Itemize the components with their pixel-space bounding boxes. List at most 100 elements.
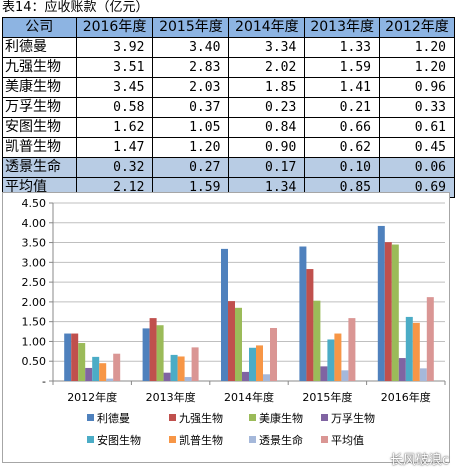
value-cell: 0.61 xyxy=(378,117,455,138)
company-name-cell: 透景生命 xyxy=(2,157,77,178)
bar xyxy=(242,371,249,381)
y-tick-label: 2.00 xyxy=(22,296,47,309)
column-header: 2015年度 xyxy=(152,17,230,38)
value-cell: 0.37 xyxy=(152,97,230,118)
value-cell: 0.45 xyxy=(378,137,455,158)
bar xyxy=(334,333,342,381)
value-cell: 0.10 xyxy=(304,157,380,178)
column-header: 公司 xyxy=(2,17,77,38)
value-cell: 0.33 xyxy=(378,97,455,118)
value-cell: 1.47 xyxy=(75,137,154,158)
bar xyxy=(177,356,185,381)
bar xyxy=(170,354,178,381)
value-cell: 0.32 xyxy=(75,157,154,178)
legend-swatch xyxy=(321,414,328,421)
column-header: 2013年度 xyxy=(304,17,380,38)
bar xyxy=(419,368,427,381)
bar xyxy=(313,300,321,381)
bar xyxy=(149,318,157,381)
bar xyxy=(78,343,86,381)
bar xyxy=(299,246,307,381)
value-cell: 0.27 xyxy=(152,157,230,178)
y-tick-label: 4.00 xyxy=(22,217,47,230)
legend-swatch xyxy=(87,414,94,421)
bar xyxy=(320,366,328,381)
table-row: 美康生物 3.45 2.03 1.85 1.41 0.96 xyxy=(2,77,455,98)
legend-label: 凯普生物 xyxy=(179,433,223,447)
value-cell: 3.34 xyxy=(228,37,306,58)
value-cell: 3.45 xyxy=(75,77,154,98)
bar xyxy=(221,248,228,381)
bar xyxy=(398,358,406,381)
legend-label: 美康生物 xyxy=(259,411,303,425)
value-cell: 0.84 xyxy=(228,117,306,138)
chart-canvas: - 0.50 1.00 1.50 2.00 2.50 3.00 3.50 4.00 4.50 201… xyxy=(22,197,446,447)
legend-label: 利德曼 xyxy=(97,411,130,425)
table-caption: 表14：应收账款（亿元） xyxy=(2,0,149,15)
value-cell: 0.17 xyxy=(228,157,306,178)
bar xyxy=(228,301,235,381)
table-row: 利德曼 3.92 3.40 3.34 1.33 1.20 xyxy=(2,37,455,58)
y-tick-label: - xyxy=(42,375,46,388)
legend-label: 平均值 xyxy=(331,434,364,447)
bar xyxy=(64,333,72,381)
table-row: 凯普生物 1.47 1.20 0.90 0.62 0.45 xyxy=(2,137,455,158)
company-name-cell: 美康生物 xyxy=(2,77,77,98)
y-tick-label: 1.00 xyxy=(22,335,47,348)
value-cell: 1.33 xyxy=(304,37,380,58)
company-name-cell: 安图生物 xyxy=(2,117,77,138)
watermark: 长风破浪c xyxy=(389,453,449,468)
company-name-cell: 利德曼 xyxy=(2,37,77,58)
value-cell: 1.59 xyxy=(304,57,380,78)
value-cell: 0.58 xyxy=(75,97,154,118)
legend-swatch xyxy=(169,436,176,443)
value-cell: 0.21 xyxy=(304,97,380,118)
table-row: 安图生物 1.62 1.05 0.84 0.66 0.61 xyxy=(2,117,455,138)
bar xyxy=(270,327,277,381)
y-tick-label: 4.50 xyxy=(22,197,47,210)
value-cell: 2.03 xyxy=(152,77,230,98)
table-row: 万孚生物 0.58 0.37 0.23 0.21 0.33 xyxy=(2,97,455,118)
table-header-row: 公司 2016年度 2015年度 2014年度 2013年度 2012年度 xyxy=(2,17,455,38)
bar xyxy=(263,374,270,381)
bar xyxy=(163,372,171,381)
value-cell: 0.06 xyxy=(378,157,455,178)
y-tick-label: 3.50 xyxy=(22,237,47,250)
bar xyxy=(156,325,164,381)
company-name-cell: 九强生物 xyxy=(2,57,77,78)
value-cell: 1.85 xyxy=(228,77,306,98)
bar xyxy=(341,370,349,381)
value-cell: 3.92 xyxy=(75,37,154,58)
bar xyxy=(99,363,107,381)
value-cell: 1.20 xyxy=(378,57,455,78)
bar xyxy=(184,377,192,381)
x-tick-label: 2015年度 xyxy=(302,390,352,404)
value-cell: 2.83 xyxy=(152,57,230,78)
x-tick-label: 2013年度 xyxy=(146,390,196,404)
value-cell: 0.90 xyxy=(228,137,306,158)
x-tick-label: 2016年度 xyxy=(381,390,431,404)
value-cell: 0.62 xyxy=(304,137,380,158)
bar xyxy=(426,297,434,381)
value-cell: 0.66 xyxy=(304,117,380,138)
bar xyxy=(142,328,150,381)
y-tick-label: 2.50 xyxy=(22,276,47,289)
value-cell: 3.51 xyxy=(75,57,154,78)
value-cell: 1.20 xyxy=(378,37,455,58)
bar xyxy=(384,242,392,381)
bar xyxy=(391,244,399,381)
bar xyxy=(191,347,199,381)
column-header: 2014年度 xyxy=(228,17,306,38)
y-tick-label: 3.00 xyxy=(22,256,47,269)
bar xyxy=(348,318,356,381)
bar xyxy=(249,347,256,381)
y-tick-label: 0.50 xyxy=(22,355,47,368)
bar xyxy=(85,367,93,381)
bar xyxy=(235,307,242,381)
legend-label: 透景生命 xyxy=(259,433,303,447)
bar xyxy=(256,345,263,381)
legend-label: 安图生物 xyxy=(97,433,141,447)
legend-swatch xyxy=(169,414,176,421)
x-tick-label: 2012年度 xyxy=(67,390,117,404)
legend-label: 九强生物 xyxy=(179,411,223,425)
